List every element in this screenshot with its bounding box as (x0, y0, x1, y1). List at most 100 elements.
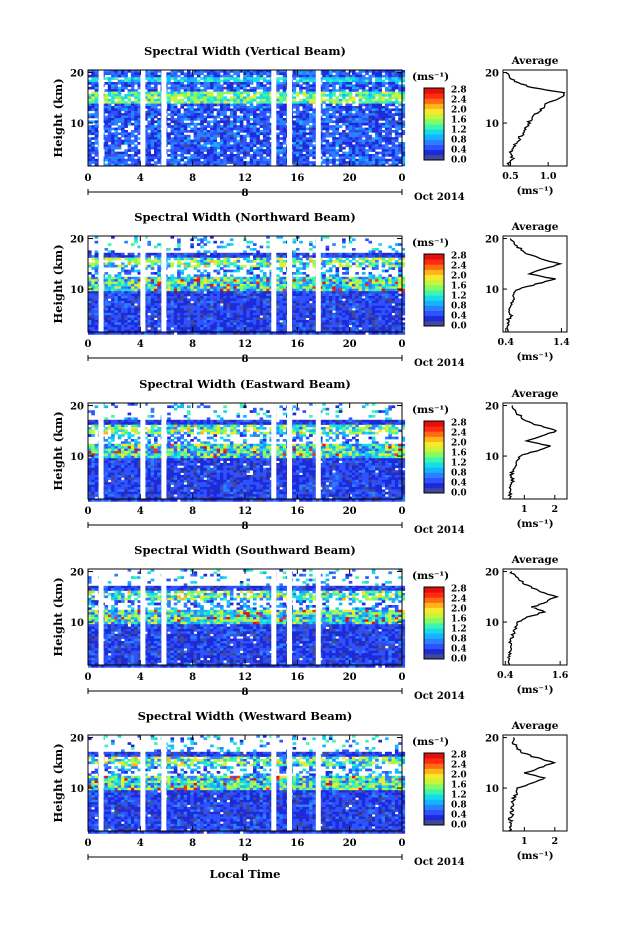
y-tick-label: 20 (70, 568, 84, 579)
data-gap (161, 735, 167, 831)
colorbar-tick-label: 2.4 (451, 429, 467, 439)
date-label: Oct 2014 (414, 691, 465, 702)
x-tick-label: 8 (189, 838, 196, 849)
colorbar-segment (424, 482, 444, 489)
colorbar-segment (424, 617, 444, 624)
colorbar-segment (424, 597, 444, 603)
colorbar-tick-label: 2.0 (451, 272, 467, 282)
y-tick-label: 10 (70, 452, 84, 463)
data-gap (315, 236, 321, 332)
data-gap (287, 236, 292, 332)
x-tick-label: 20 (343, 506, 357, 517)
avg-y-tick-label: 10 (485, 618, 499, 629)
colorbar-frame (423, 586, 445, 660)
data-gap (287, 70, 292, 166)
colorbar-tick-label: 2.0 (451, 605, 467, 615)
x-tick-label: 0 (399, 173, 406, 184)
x-tick-label: 16 (290, 838, 304, 849)
day-marker: 8 (242, 521, 249, 532)
avg-x-tick-label: 0.5 (502, 171, 519, 182)
x-tick-label: 12 (238, 838, 252, 849)
colorbar-tick-label: 0.4 (451, 811, 467, 821)
data-gap (140, 70, 146, 166)
colorbar-segment (424, 773, 444, 780)
data-gap (271, 403, 277, 499)
average-profile: Average 10 20 0.5 1.0 (ms⁻¹) (485, 55, 568, 197)
y-tick-label: 20 (70, 402, 84, 413)
colorbar-segment (424, 310, 444, 317)
colorbar-tick-label: 1.2 (451, 126, 467, 136)
y-tick-label: 10 (70, 618, 84, 629)
date-label: Oct 2014 (414, 358, 465, 369)
x-tick-label: 0 (399, 339, 406, 350)
x-tick-label: 8 (189, 173, 196, 184)
x-tick-label: 0 (399, 672, 406, 683)
colorbar-segment (424, 103, 444, 109)
colorbar-segment (424, 814, 444, 821)
colorbar-tick-label: 0.0 (451, 156, 467, 166)
colorbar-units: (ms⁻¹) (412, 237, 449, 249)
avg-x-tick-label: 0.4 (497, 670, 514, 681)
data-gap (98, 236, 104, 332)
colorbar-segment (424, 139, 444, 145)
colorbar-tick-label: 0.8 (451, 136, 467, 146)
colorbar-segment (424, 643, 444, 650)
colorbar-segment (424, 763, 444, 769)
x-tick-label: 20 (343, 173, 357, 184)
heatmap-cells (88, 70, 406, 167)
y-tick-label: 20 (70, 235, 84, 246)
x-tick-label: 0 (85, 339, 92, 350)
colorbar-segment (424, 446, 444, 453)
data-gap (271, 569, 277, 665)
colorbar-segment (424, 320, 444, 327)
average-title: Average (511, 720, 559, 732)
day-marker: 8 (242, 354, 249, 365)
colorbar-tick-label: 0.8 (451, 469, 467, 479)
panel-5: Spectral Width (Westward Beam)1020Height… (51, 709, 568, 868)
x-tick-label: 16 (290, 173, 304, 184)
y-tick-label: 20 (70, 734, 84, 745)
panel-title: Spectral Width (Eastward Beam) (139, 377, 351, 391)
colorbar-tick-label: 1.6 (451, 615, 467, 625)
data-gap (161, 236, 167, 332)
avg-x-tick-label: 0.4 (498, 337, 515, 348)
x-tick-label: 4 (137, 173, 144, 184)
average-line (507, 737, 557, 832)
x-tick-label: 8 (189, 672, 196, 683)
colorbar-segment (424, 592, 444, 598)
avg-x-tick-label: 1 (521, 836, 528, 847)
colorbar-units: (ms⁻¹) (412, 570, 449, 582)
colorbar-segment (424, 290, 444, 296)
x-tick-label: 0 (85, 672, 92, 683)
colorbar-segment (424, 451, 444, 458)
data-gap (140, 236, 146, 332)
x-tick-label: 4 (137, 838, 144, 849)
date-label: Oct 2014 (414, 192, 465, 203)
colorbar-segment (424, 144, 444, 151)
colorbar-units: (ms⁻¹) (412, 736, 449, 748)
colorbar-tick-label: 0.4 (451, 312, 467, 322)
avg-y-tick-label: 20 (485, 69, 499, 80)
avg-y-tick-label: 10 (485, 119, 499, 130)
panel-title: Spectral Width (Westward Beam) (138, 709, 353, 723)
colorbar-segment (424, 254, 444, 260)
x-tick-label: 0 (85, 506, 92, 517)
colorbar-segment (424, 113, 444, 120)
colorbar-frame (423, 420, 445, 494)
average-title: Average (511, 55, 559, 67)
average-frame (502, 69, 568, 167)
colorbar-segment (424, 149, 444, 156)
date-label: Oct 2014 (414, 525, 465, 536)
avg-x-tick-label: 1.0 (540, 171, 557, 182)
colorbar-segment (424, 421, 444, 427)
data-gap (271, 236, 277, 332)
data-gap (315, 70, 321, 166)
data-gap (161, 569, 167, 665)
average-profile: Average 10 20 1 2 (ms⁻¹) (485, 720, 568, 862)
colorbar-tick-label: 0.8 (451, 635, 467, 645)
colorbar-frame (423, 752, 445, 826)
data-gap (140, 735, 146, 831)
avg-y-tick-label: 20 (485, 734, 499, 745)
colorbar-segment (424, 778, 444, 785)
average-profile: Average 10 20 0.4 1.6 (ms⁻¹) (485, 554, 569, 696)
